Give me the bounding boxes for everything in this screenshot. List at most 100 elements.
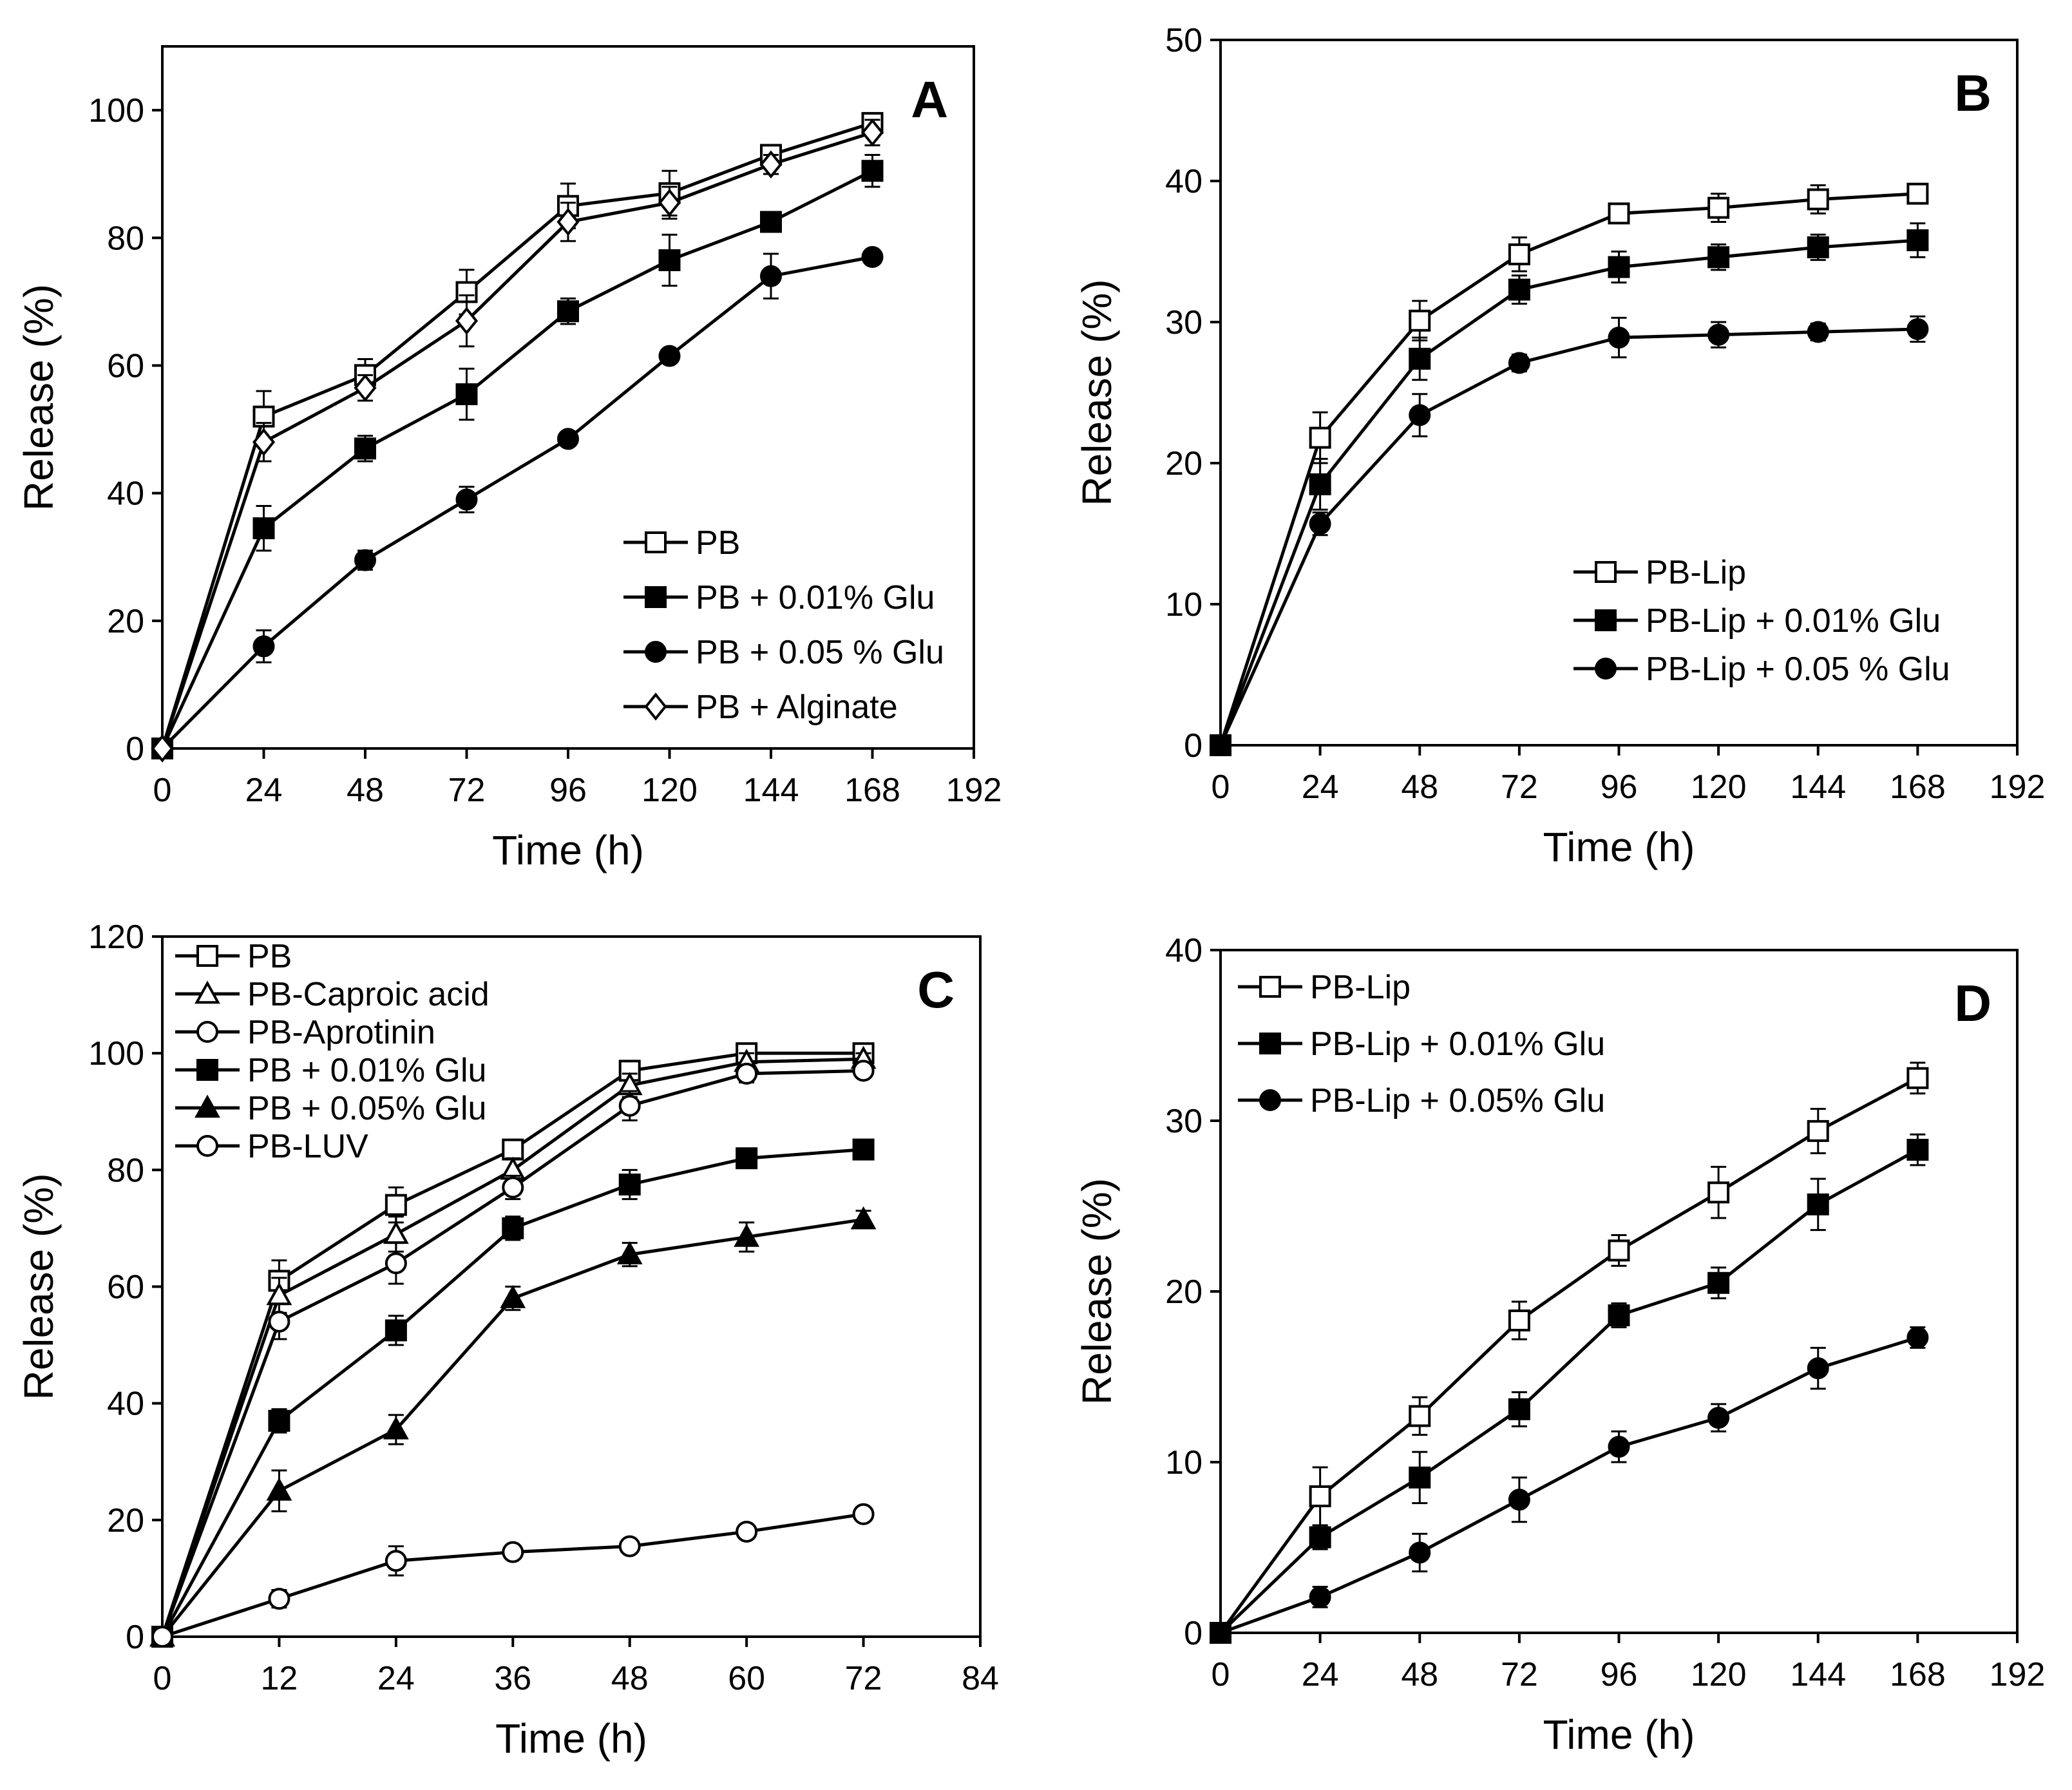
data-point <box>1707 1407 1730 1429</box>
x-axis-title: Time (h) <box>1543 824 1695 870</box>
x-tick-label: 168 <box>1890 768 1946 806</box>
y-tick-label: 0 <box>126 1619 144 1656</box>
y-axis-title: Release (%) <box>15 1173 62 1400</box>
series-3 <box>1210 315 1929 756</box>
x-tick-label: 72 <box>845 1660 882 1697</box>
x-tick-label: 192 <box>946 772 1002 809</box>
x-tick-label: 24 <box>245 772 283 809</box>
data-point <box>252 517 275 540</box>
data-point <box>1608 1304 1630 1327</box>
legend-marker <box>195 1094 220 1118</box>
data-point <box>1409 1466 1431 1489</box>
y-tick-label: 20 <box>1165 445 1202 482</box>
data-point <box>1409 404 1431 426</box>
data-point <box>860 118 884 147</box>
data-point <box>1508 352 1530 374</box>
data-point <box>736 1147 758 1170</box>
y-tick-label: 20 <box>107 1502 144 1539</box>
data-point <box>151 734 174 763</box>
data-point <box>1906 318 1929 340</box>
x-tick-label: 24 <box>1302 1656 1339 1693</box>
data-point <box>736 1520 758 1543</box>
data-point <box>385 1194 407 1216</box>
series-line <box>160 121 873 749</box>
x-axis-title: Time (h) <box>492 827 644 873</box>
data-point <box>734 1223 760 1247</box>
legend-label: PB-LUV <box>247 1128 368 1165</box>
data-point <box>1409 347 1431 370</box>
legend-label: PB <box>247 938 292 975</box>
data-point <box>1508 1309 1530 1332</box>
legend-marker <box>1595 658 1617 680</box>
series-line <box>161 255 873 750</box>
series-4 <box>151 118 884 763</box>
data-point <box>1707 1271 1730 1294</box>
legend-marker <box>1595 609 1617 631</box>
data-point <box>455 488 478 511</box>
y-tick-label: 120 <box>88 919 144 956</box>
x-tick-label: 48 <box>611 1660 649 1697</box>
legend-label: PB-Lip + 0.05 % Glu <box>1646 651 1950 688</box>
data-point <box>1807 1357 1829 1380</box>
x-tick-label: 168 <box>1890 1656 1946 1693</box>
legend: PB-Lip PB-Lip + 0.01% Glu PB-Lip + 0.05% G… <box>1238 969 1605 1119</box>
data-point <box>1707 246 1730 269</box>
data-point <box>850 1206 877 1230</box>
y-axis-title: Release (%) <box>15 284 62 511</box>
x-tick-label: 96 <box>1601 1656 1638 1693</box>
data-point <box>852 1060 875 1082</box>
y-tick-label: 60 <box>107 347 144 385</box>
chart-panel-c: 0 12 24 36 48 60 72 84 0 20 40 60 80 100 120 Time (h) Re… <box>15 919 999 1762</box>
series-6 <box>151 1503 875 1648</box>
legend-label: PB + 0.01% Glu <box>696 579 935 616</box>
x-tick-label: 0 <box>1212 1656 1230 1693</box>
x-tick-label: 192 <box>1990 768 2046 806</box>
data-point <box>1210 734 1231 756</box>
data-point <box>502 1138 524 1161</box>
data-point <box>1807 236 1829 258</box>
legend-label: PB + 0.01% Glu <box>247 1052 486 1089</box>
y-tick-label: 40 <box>1165 932 1202 969</box>
x-axis-title: Time (h) <box>495 1715 647 1762</box>
legend-label: PB <box>696 524 740 562</box>
legend-marker <box>196 1059 218 1081</box>
series-3 <box>151 1060 875 1648</box>
x-tick-label: 0 <box>153 772 172 809</box>
data-point <box>1608 256 1630 278</box>
data-point <box>1906 182 1929 205</box>
data-point <box>1309 1485 1331 1507</box>
legend-marker <box>1259 976 1281 998</box>
y-tick-label: 100 <box>88 1035 144 1072</box>
x-tick-label: 48 <box>1401 768 1438 806</box>
legend-label: PB-Aprotinin <box>247 1014 435 1051</box>
legend-label: PB-Lip + 0.01% Glu <box>1646 602 1941 640</box>
legend: PB-Lip PB-Lip + 0.01% Glu PB-Lip + 0.05 % … <box>1573 554 1950 688</box>
series-2 <box>151 153 884 759</box>
x-axis-title: Time (h) <box>1543 1711 1695 1758</box>
y-axis-title: Release (%) <box>1074 1178 1120 1405</box>
data-point <box>385 1319 407 1342</box>
data-point <box>1309 513 1331 535</box>
y-tick-label: 20 <box>107 603 144 640</box>
series-line <box>1219 192 1918 746</box>
data-point <box>556 207 580 236</box>
data-point <box>1608 327 1630 349</box>
data-point <box>252 428 276 457</box>
y-tick-label: 40 <box>107 475 144 513</box>
x-tick-label: 0 <box>153 1660 172 1697</box>
legend-label: PB-Lip + 0.01% Glu <box>1310 1025 1605 1063</box>
data-point <box>760 265 782 287</box>
data-point <box>385 1252 407 1275</box>
series-5 <box>149 1206 877 1647</box>
legend-label: PB + Alginate <box>696 689 898 726</box>
x-tick-label: 84 <box>962 1660 999 1697</box>
series-line <box>1220 1336 1919 1635</box>
chart-panel-d: 0 24 48 72 96 120 144 168 192 0 10 20 30 40 Time (h) Re… <box>1074 932 2045 1758</box>
data-point <box>500 1284 526 1308</box>
data-point <box>502 1217 524 1239</box>
x-tick-label: 144 <box>743 772 799 809</box>
data-point <box>1807 1193 1829 1215</box>
data-point <box>1906 1326 1929 1349</box>
data-point <box>455 383 478 406</box>
